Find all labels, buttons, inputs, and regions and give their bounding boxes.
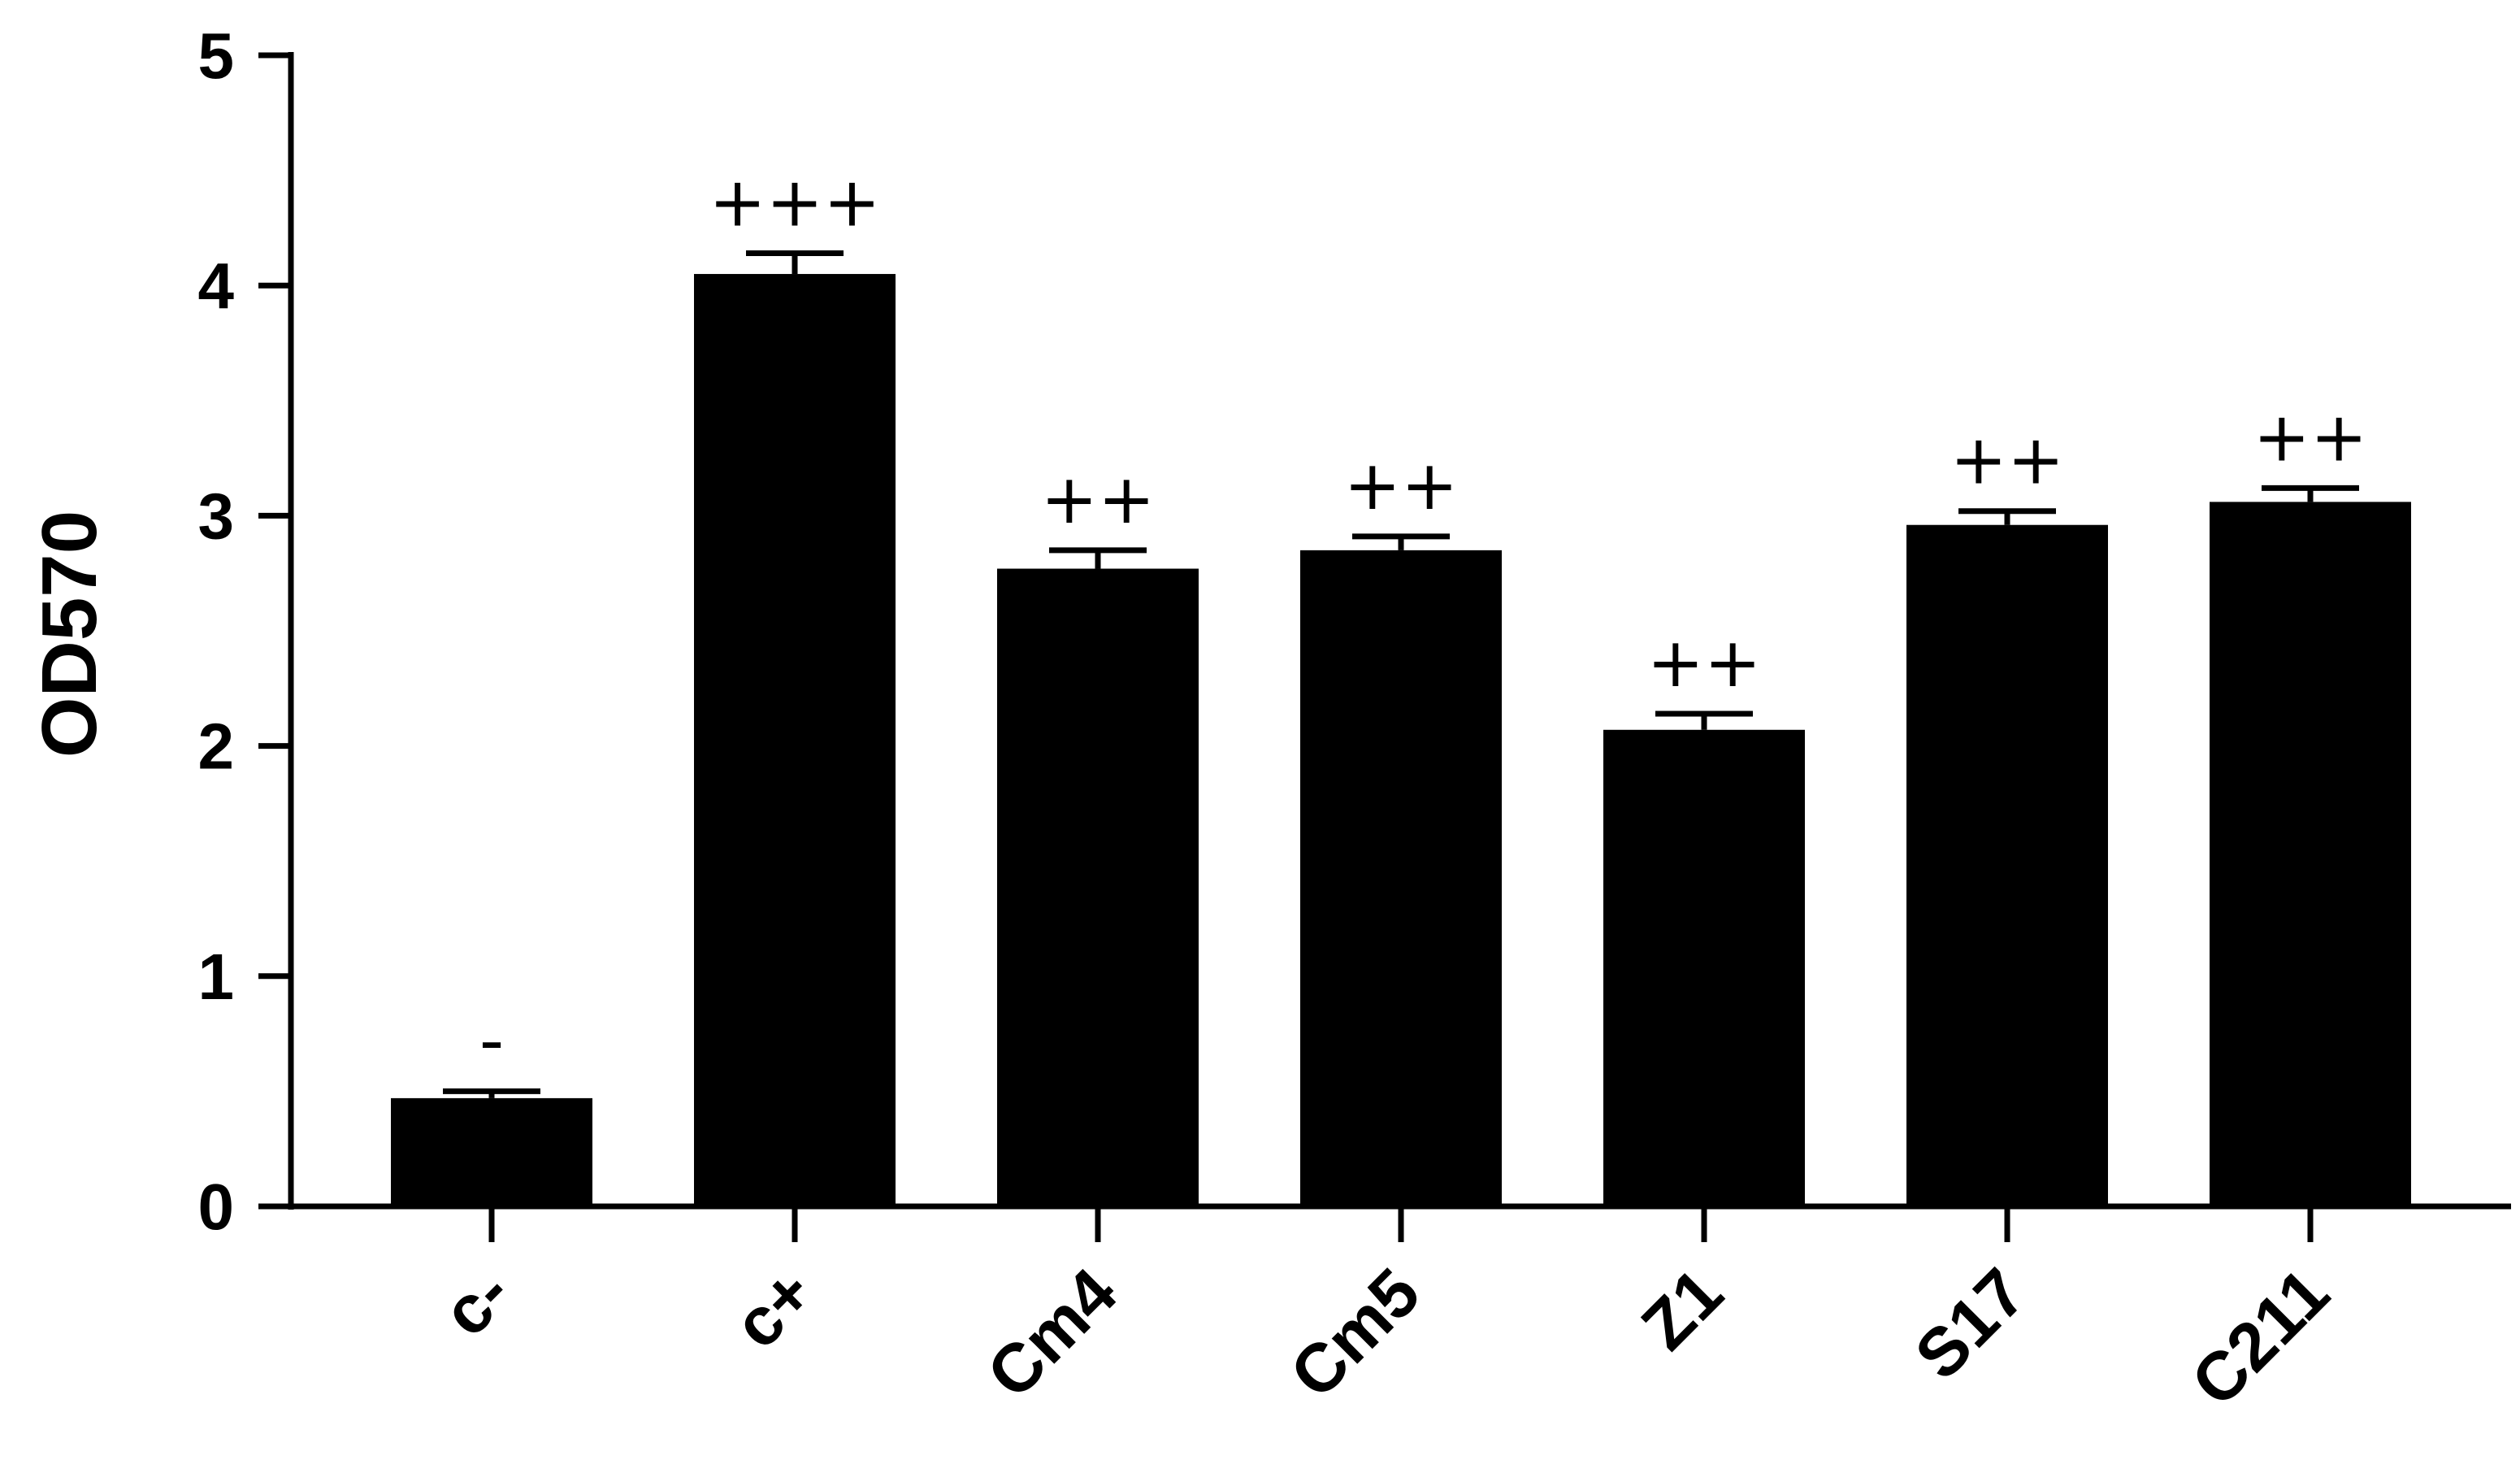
significance-label: ++: [1950, 420, 2065, 500]
bar: [694, 274, 896, 1206]
x-tick-label: c-: [427, 1254, 524, 1350]
y-tick-label: 3: [198, 480, 235, 552]
bar: [391, 1097, 592, 1206]
x-tick-label: C211: [2177, 1254, 2344, 1420]
bar: [1906, 524, 2108, 1206]
x-tick-label: Cm5: [1276, 1254, 1434, 1412]
y-tick-label: 0: [198, 1171, 235, 1243]
category-labels: c-c+ Cm4 Cm5 Z1 S17 C211: [427, 1254, 2343, 1420]
y-tick-label: 1: [198, 941, 235, 1013]
x-tick-label: Z1: [1627, 1254, 1737, 1364]
bar: [1300, 550, 1502, 1206]
significance-label: -: [479, 1000, 504, 1080]
significance-label: ++: [1041, 459, 1156, 539]
significance-annotations: -+++++ ++++++ ++: [479, 163, 2368, 1080]
y-tick-label: 4: [198, 250, 235, 322]
x-tick-label: Cm4: [973, 1254, 1131, 1412]
bar: [1603, 729, 1805, 1206]
y-axis-title: OD570: [26, 511, 113, 758]
bars: [391, 274, 2411, 1206]
significance-label: +++: [709, 163, 880, 242]
x-tick-label: S17: [1901, 1254, 2041, 1393]
x-tick-label: c+: [719, 1254, 828, 1362]
significance-label: ++: [1344, 445, 1459, 525]
x-axis: [288, 1203, 2511, 1242]
error-bars: [443, 250, 2359, 1098]
significance-label: ++: [1647, 623, 1762, 702]
y-tick-label: 2: [198, 710, 235, 783]
y-tick-label: 5: [198, 20, 235, 92]
significance-label: ++: [2253, 397, 2368, 476]
bar: [2210, 502, 2411, 1206]
y-axis: 0 1 2 3 4 5: [198, 20, 294, 1243]
bar: [997, 568, 1199, 1206]
